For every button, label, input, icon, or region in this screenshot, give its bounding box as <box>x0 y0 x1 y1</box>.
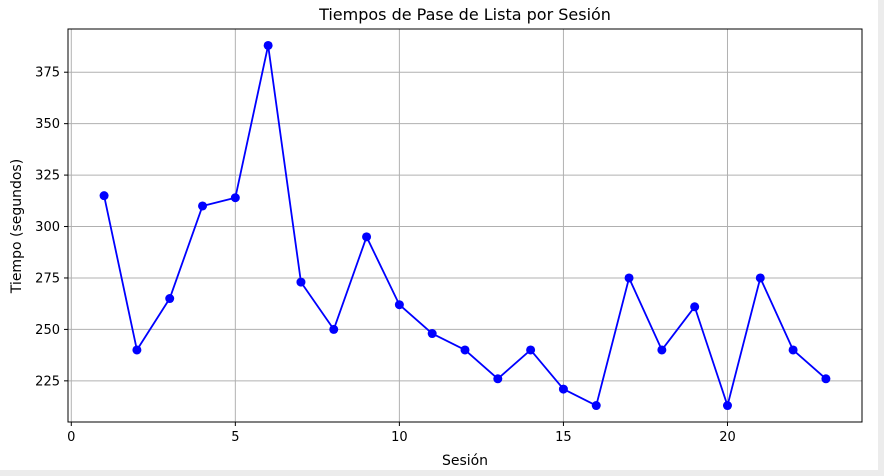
data-point-marker <box>198 201 208 211</box>
data-point-marker <box>558 384 568 394</box>
data-point-marker <box>460 345 470 355</box>
y-tick-label: 250 <box>35 323 60 338</box>
data-point-marker <box>526 345 536 355</box>
y-tick-label: 300 <box>35 220 60 235</box>
grid-lines <box>68 29 862 422</box>
data-point-marker <box>263 40 273 50</box>
x-tick-label: 10 <box>391 430 408 445</box>
data-point-marker <box>165 294 175 304</box>
plot-area-frame <box>67 28 863 423</box>
data-point-marker <box>493 374 503 384</box>
axis-ticks: 0 5 10 15 20 225 250 275 300 325 350 375 <box>35 66 736 445</box>
data-point-marker <box>362 232 372 242</box>
data-point-marker <box>755 273 765 283</box>
x-tick-label: 0 <box>67 430 75 445</box>
x-axis-title: Sesión <box>442 453 488 469</box>
x-tick-label: 5 <box>231 430 239 445</box>
data-point-marker <box>624 273 634 283</box>
data-point-marker <box>427 329 437 339</box>
y-tick-label: 350 <box>35 117 60 132</box>
chart-title: Tiempos de Pase de Lista por Sesión <box>318 5 611 24</box>
data-point-marker <box>657 345 667 355</box>
data-point-marker <box>329 324 339 334</box>
data-series <box>99 40 831 411</box>
x-tick-label: 15 <box>555 430 572 445</box>
y-tick-label: 325 <box>35 169 60 184</box>
data-point-marker <box>690 302 700 312</box>
y-tick-label: 375 <box>35 66 60 81</box>
data-point-marker <box>296 277 306 287</box>
data-point-marker <box>230 193 240 203</box>
data-point-marker <box>132 345 142 355</box>
data-point-marker <box>99 191 109 201</box>
data-point-marker <box>722 401 732 411</box>
x-tick-label: 20 <box>719 430 736 445</box>
y-axis-title: Tiempo (segundos) <box>9 159 25 294</box>
data-point-marker <box>788 345 798 355</box>
y-tick-label: 275 <box>35 271 60 286</box>
y-tick-label: 225 <box>35 374 60 389</box>
data-point-marker <box>591 401 601 411</box>
data-point-marker <box>821 374 831 384</box>
data-point-marker <box>394 300 404 310</box>
